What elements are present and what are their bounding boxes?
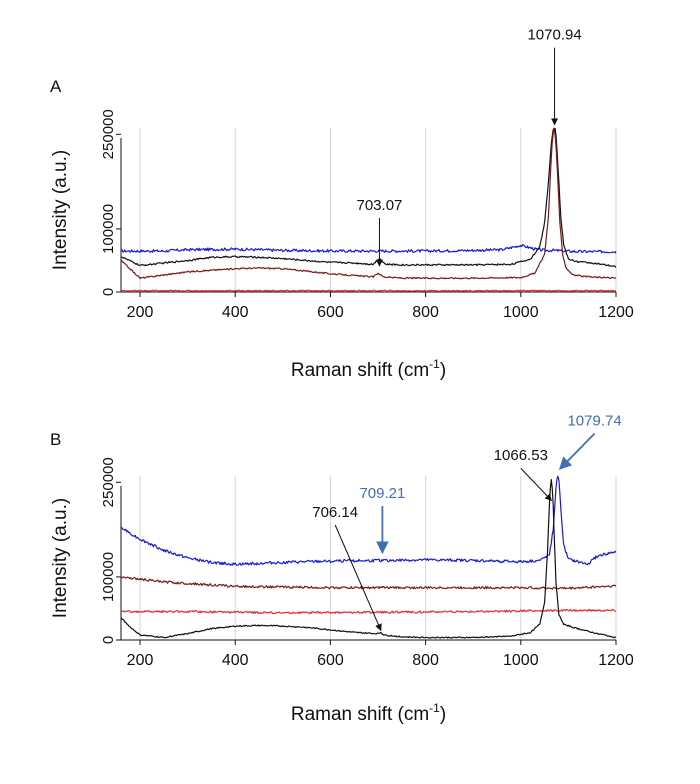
annotation-arrow bbox=[558, 432, 596, 470]
axes-a: 0 100000 250000 200 400 600 800 1000 1200 bbox=[100, 109, 634, 321]
x-tick-label: 600 bbox=[317, 652, 344, 669]
annotations-a: 703.07 1070.94 bbox=[357, 27, 582, 267]
series-line-black bbox=[120, 479, 617, 639]
x-axis-label-a: Raman shift (cm-1) bbox=[291, 357, 446, 381]
series-b bbox=[120, 475, 617, 639]
series-line-red bbox=[120, 289, 617, 292]
series-line-blue bbox=[120, 475, 617, 566]
y-tick-label: 0 bbox=[100, 288, 117, 296]
x-tick-label: 1200 bbox=[598, 304, 634, 321]
series-line-blue bbox=[120, 244, 617, 254]
panel-label-b: B bbox=[50, 430, 61, 449]
y-tick-label: 250000 bbox=[100, 109, 117, 159]
annotation-arrow bbox=[520, 467, 552, 501]
x-tick-label: 600 bbox=[317, 304, 344, 321]
y-tick-label: 100000 bbox=[100, 552, 117, 602]
x-axis-label-b-main: Raman shift (cm bbox=[291, 704, 429, 725]
panel-a: A 0 100000 250000 200 400 600 800 1000 1200 703.… bbox=[50, 27, 634, 381]
annotation-label: 703.07 bbox=[357, 197, 403, 214]
y-tick-label: 250000 bbox=[100, 457, 117, 507]
y-axis-label-a: Intensity (a.u.) bbox=[50, 150, 71, 270]
y-tick-label: 100000 bbox=[100, 204, 117, 254]
annotation-label: 1066.53 bbox=[494, 447, 548, 464]
axes-b: 0 100000 250000 200 400 600 800 1000 1200 bbox=[100, 457, 634, 669]
series-line-black bbox=[120, 127, 617, 268]
x-tick-label: 1200 bbox=[598, 652, 634, 669]
annotation-label: 706.14 bbox=[312, 504, 358, 521]
x-tick-label: 200 bbox=[127, 304, 154, 321]
series-line-darkred bbox=[121, 576, 617, 590]
annotation-label: 1070.94 bbox=[527, 27, 581, 44]
x-axis-label-b-end: ) bbox=[440, 704, 446, 725]
x-tick-label: 800 bbox=[412, 304, 439, 321]
series-a bbox=[120, 127, 617, 292]
x-tick-label: 1000 bbox=[503, 304, 539, 321]
x-axis-label-a-main: Raman shift (cm bbox=[291, 360, 429, 381]
x-axis-label-b-sup: -1 bbox=[429, 701, 440, 715]
panel-label-a: A bbox=[50, 77, 62, 96]
series-line-red bbox=[120, 608, 616, 615]
x-tick-label: 1000 bbox=[503, 652, 539, 669]
x-axis-label-a-sup: -1 bbox=[429, 357, 440, 371]
y-axis-label-b: Intensity (a.u.) bbox=[50, 498, 71, 618]
x-axis-label-b: Raman shift (cm-1) bbox=[291, 701, 446, 725]
series-line-darkred bbox=[120, 128, 616, 280]
y-tick-label: 0 bbox=[100, 636, 117, 644]
annotation-label: 1079.74 bbox=[567, 413, 621, 430]
x-tick-label: 200 bbox=[127, 652, 154, 669]
annotation-arrow bbox=[334, 524, 382, 632]
x-tick-label: 400 bbox=[222, 304, 249, 321]
panel-b: B 0 100000 250000 200 400 600 800 1000 1200 706.… bbox=[50, 413, 634, 725]
x-tick-label: 800 bbox=[412, 652, 439, 669]
x-tick-label: 400 bbox=[222, 652, 249, 669]
x-axis-label-a-end: ) bbox=[440, 360, 446, 381]
annotation-label: 709.21 bbox=[359, 485, 405, 502]
